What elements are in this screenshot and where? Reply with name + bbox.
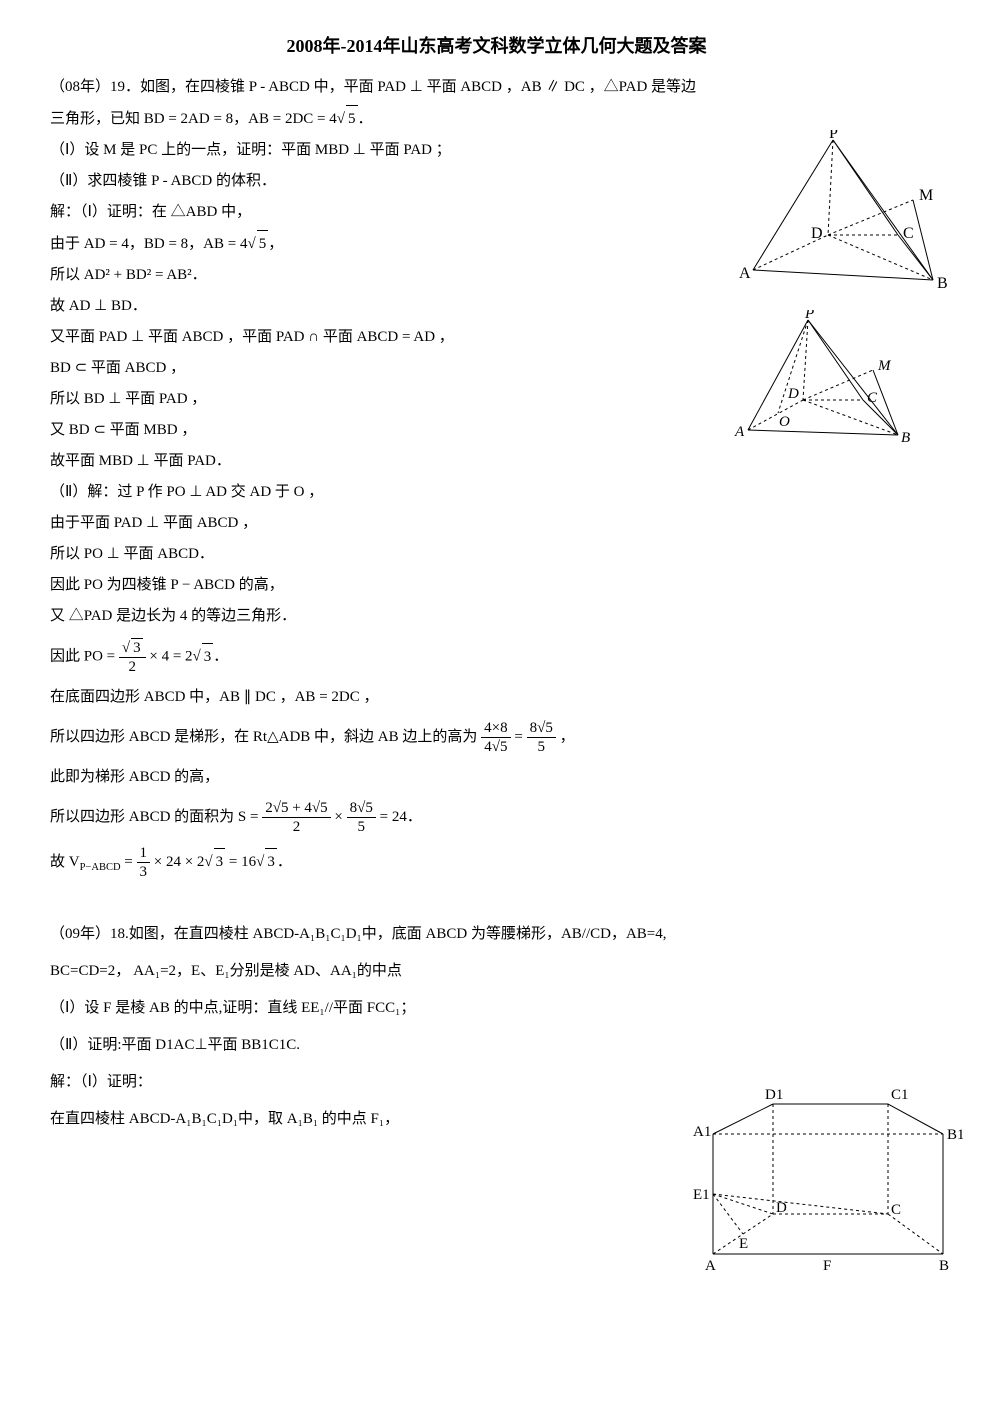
text: ．: [277, 854, 292, 870]
p08-l14: 由于平面 PAD ⊥ 平面 ABCD ，: [50, 510, 943, 537]
label-A: A: [705, 1258, 716, 1274]
label-D: D: [811, 225, 823, 242]
den: 5: [347, 818, 376, 836]
p08-l20: 所以四边形 ABCD 是梯形，在 Rt△ADB 中，斜边 AB 边上的高为 4×…: [50, 719, 943, 756]
p08-intro: （08年）19．如图，在四棱锥 P - ABCD 中，平面 PAD ⊥ 平面 A…: [50, 74, 943, 101]
p08-l13: （Ⅱ）解：过 P 作 PO ⊥ AD 交 AD 于 O ，: [50, 479, 943, 506]
label-D: D: [776, 1200, 787, 1216]
label-A: A: [739, 265, 751, 282]
text: 因此 PO =: [50, 649, 119, 665]
fraction: 8√55: [347, 799, 376, 836]
text: × 4 = 2: [146, 649, 193, 665]
den: 5: [527, 738, 556, 756]
p08-l22: 所以四边形 ABCD 的面积为 S = 2√5 + 4√52 × 8√55 = …: [50, 799, 943, 836]
label-B1: B1: [947, 1127, 963, 1143]
text: 三角形，已知 BD = 2AD = 8，AB = 2DC = 4: [50, 111, 337, 127]
label-C1: C1: [891, 1087, 909, 1103]
fraction: 2√5 + 4√52: [262, 799, 330, 836]
label-C: C: [891, 1202, 901, 1218]
text: =: [511, 729, 527, 745]
label-D1: D1: [765, 1087, 783, 1103]
label-C: C: [867, 390, 878, 406]
p08-l21: 此即为梯形 ABCD 的高，: [50, 764, 943, 791]
num: 8√5: [347, 799, 376, 818]
fraction: √32: [119, 638, 146, 676]
text: （08年）19．如图，在四棱锥 P - ABCD 中，平面 PAD ⊥ 平面 A…: [50, 79, 696, 95]
p09-l2: BC=CD=2， AA₁=2，E、E₁分别是棱 AD、AA₁的中点: [50, 958, 943, 985]
text: ，: [556, 729, 575, 745]
text: ．: [358, 111, 373, 127]
sqrt: 3: [202, 643, 214, 671]
sqrt5: 5: [257, 230, 269, 258]
sqrt5: 5: [346, 105, 358, 133]
label-B: B: [939, 1258, 949, 1274]
label-C: C: [903, 225, 914, 242]
label-O: O: [779, 414, 790, 430]
label-P: P: [804, 310, 814, 322]
p08-l19: 在底面四边形 ABCD 中，AB ∥ DC ，AB = 2DC ，: [50, 684, 943, 711]
den: 2: [119, 658, 146, 676]
label-P: P: [829, 130, 838, 142]
p08-l12: 故平面 MBD ⊥ 平面 PAD．: [50, 448, 943, 475]
page-title: 2008年-2014年山东高考文科数学立体几何大题及答案: [50, 30, 943, 62]
figure-prism: D1 C1 A1 B1 E1 D C E A F B: [683, 1084, 963, 1284]
p08-l17: 又 △PAD 是边长为 4 的等边三角形．: [50, 603, 943, 630]
den: 2: [262, 818, 330, 836]
label-A: A: [734, 424, 745, 440]
text: ×: [331, 809, 347, 825]
num: 4×8: [481, 719, 510, 738]
p08-l16: 因此 PO 为四棱锥 P − ABCD 的高，: [50, 572, 943, 599]
text: 故 V: [50, 854, 80, 870]
num: 1: [137, 844, 151, 863]
text: ，: [268, 236, 283, 252]
text: × 24 × 2: [150, 854, 204, 870]
label-M: M: [877, 358, 892, 374]
text: ．: [213, 649, 228, 665]
num: 2√5 + 4√5: [262, 799, 330, 818]
sqrt: 3: [265, 848, 277, 876]
label-M: M: [919, 187, 933, 204]
den: 4√5: [481, 738, 510, 756]
label-D: D: [787, 386, 799, 402]
label-B: B: [937, 275, 948, 292]
fraction: 8√55: [527, 719, 556, 756]
p09-l3: （Ⅰ）设 F 是棱 AB 的中点,证明：直线 EE₁//平面 FCC₁；: [50, 995, 943, 1022]
text: 所以四边形 ABCD 是梯形，在 Rt△ADB 中，斜边 AB 边上的高为: [50, 729, 481, 745]
label-F: F: [823, 1258, 831, 1274]
text: = 24．: [376, 809, 422, 825]
p08-l15: 所以 PO ⊥ 平面 ABCD．: [50, 541, 943, 568]
figure-pyramid-1: P M D C A B: [733, 130, 953, 300]
p09-l4: （Ⅱ）证明:平面 D1AC⊥平面 BB1C1C.: [50, 1032, 943, 1059]
text: 所以四边形 ABCD 的面积为 S =: [50, 809, 262, 825]
p08-l23: 故 VP−ABCD = 13 × 24 × 2√3 = 16√3．: [50, 844, 943, 881]
label-E: E: [739, 1236, 748, 1252]
text: = 16: [225, 854, 256, 870]
label-B: B: [901, 430, 910, 446]
num: 3: [131, 638, 143, 657]
text: 由于 AD = 4，BD = 8，AB = 4: [50, 236, 247, 252]
p09-intro: （09年）18.如图，在直四棱柱 ABCD-A₁B₁C₁D₁中，底面 ABCD …: [50, 921, 943, 948]
den: 3: [137, 863, 151, 881]
fraction: 13: [137, 844, 151, 881]
num: 8√5: [527, 719, 556, 738]
p08-l18: 因此 PO = √32 × 4 = 2√3．: [50, 638, 943, 676]
figure-pyramid-2: P M D C A B O: [733, 310, 913, 450]
text: =: [121, 854, 137, 870]
sub: P−ABCD: [80, 862, 121, 873]
label-A1: A1: [693, 1124, 711, 1140]
label-E1: E1: [693, 1187, 710, 1203]
fraction: 4×84√5: [481, 719, 510, 756]
sqrt: 3: [214, 848, 226, 876]
